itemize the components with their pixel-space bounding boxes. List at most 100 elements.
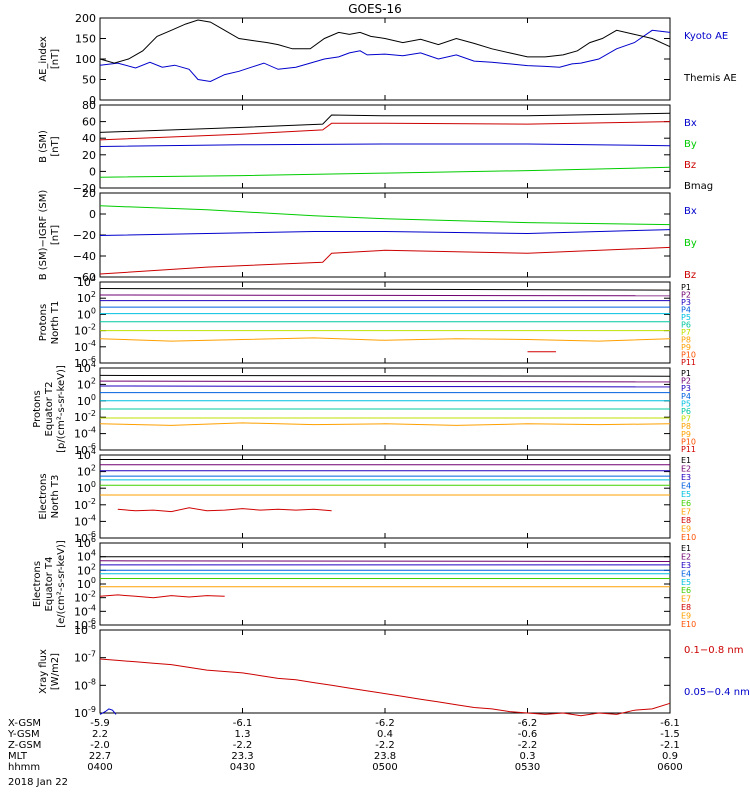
- footer-row-label: Z-GSM: [8, 740, 42, 751]
- legend-themis-ae: Themis AE: [683, 73, 737, 84]
- series-p2: [99, 380, 671, 383]
- y-tick-label: 10-7: [74, 650, 96, 665]
- panel-frame: [99, 629, 671, 714]
- legend-e1: E1: [681, 456, 691, 465]
- legend-bmag: Bmag: [684, 181, 713, 192]
- y-tick-label: 10-2: [74, 497, 96, 512]
- y-tick-label: 0: [89, 208, 96, 221]
- y-axis-label: North T3: [50, 475, 61, 519]
- y-tick-exponent: -2: [88, 409, 96, 418]
- y-axis-label: [nT]: [50, 136, 61, 156]
- y-tick-exponent: -4: [88, 339, 96, 348]
- y-tick-exponent: 0: [91, 576, 96, 585]
- legend-e3: E3: [681, 561, 691, 570]
- series-0-1-0-8-nm: [99, 658, 671, 717]
- legend-e2: E2: [681, 465, 691, 474]
- footer-value: -6.2: [375, 718, 395, 729]
- y-tick-label: 10-2: [74, 323, 96, 338]
- y-tick-exponent: -4: [88, 603, 96, 612]
- y-tick-exponent: -6: [88, 442, 96, 451]
- y-tick-label: 80: [82, 99, 96, 112]
- y-tick-label: 0: [89, 165, 96, 178]
- footer-value: -2.0: [90, 740, 110, 751]
- footer-value: 0.3: [519, 751, 536, 762]
- y-tick-label: 102: [77, 376, 96, 391]
- legend-e5: E5: [681, 490, 691, 499]
- y-tick-exponent: 6: [91, 535, 96, 544]
- legend-e9: E9: [681, 612, 691, 621]
- footer-value: -6.1: [660, 718, 680, 729]
- y-tick-label: 10-8: [74, 677, 96, 692]
- series-e8: [117, 507, 332, 513]
- legend-p1: P1: [681, 283, 691, 292]
- y-tick-exponent: -2: [88, 497, 96, 506]
- footer-value: 0430: [229, 762, 256, 773]
- legend-0-1-0-8-nm: 0.1−0.8 nm: [684, 645, 743, 656]
- legend-p4: P4: [681, 306, 691, 315]
- y-tick-label: −40: [73, 250, 96, 263]
- y-axis-label: Xray flux: [38, 649, 49, 694]
- date-label: 2018 Jan 22: [8, 777, 68, 788]
- footer-value: -2.2: [517, 740, 538, 751]
- legend-e6: E6: [681, 499, 691, 508]
- y-tick-exponent: 4: [91, 274, 96, 283]
- series-bx: [99, 143, 671, 147]
- series-bmag: [99, 112, 671, 133]
- footer-value: -6.2: [517, 718, 538, 729]
- y-axis-label: [nT]: [50, 49, 61, 69]
- series-bz: [99, 246, 671, 275]
- panel-1: 0 50 100 150 200 AE_index [nT] Kyoto AE Themis A…: [38, 12, 737, 107]
- y-tick-label: 10-4: [74, 426, 96, 441]
- panel-frame: [99, 17, 671, 101]
- y-axis-label: North T1: [50, 301, 61, 345]
- y-axis-label: Protons: [38, 304, 49, 341]
- legend-p10: P10: [681, 437, 696, 446]
- legend-e2: E2: [681, 552, 691, 561]
- footer-value: -2.2: [375, 740, 395, 751]
- footer-value: 0500: [372, 762, 398, 773]
- y-tick-label: 100: [75, 53, 96, 66]
- y-tick-label: 10-4: [74, 513, 96, 528]
- y-tick-label: 150: [75, 33, 96, 46]
- y-tick-label: 104: [77, 274, 96, 289]
- legend-p2: P2: [681, 291, 691, 300]
- footer-value: 1.3: [234, 729, 251, 740]
- panel-2: −20 0 20 40 60 80 B (SM) [nT] Bx By Bz Bmag: [38, 99, 713, 195]
- legend-bz: Bz: [684, 160, 696, 171]
- legend-by: By: [684, 139, 697, 150]
- panel-frame: [99, 542, 671, 626]
- legend-p9: P9: [681, 343, 691, 352]
- legend-p7: P7: [681, 415, 691, 424]
- series-kyoto-ae: [99, 29, 671, 83]
- y-tick-label: 102: [77, 290, 96, 305]
- y-tick-exponent: 0: [91, 480, 96, 489]
- y-tick-label: 60: [82, 116, 96, 129]
- legend-kyoto-ae: Kyoto AE: [684, 31, 728, 42]
- y-axis-label: AE_index: [38, 36, 49, 82]
- y-tick-exponent: -6: [88, 355, 96, 364]
- y-tick-label: 100: [77, 393, 96, 408]
- series-p8: [99, 422, 671, 426]
- legend-e1: E1: [681, 544, 691, 553]
- legend-by: By: [684, 238, 697, 249]
- legend-p2: P2: [681, 377, 691, 386]
- y-axis-label: Electrons: [32, 561, 43, 607]
- footer-row-label: hhmm: [8, 762, 41, 773]
- legend-p3: P3: [681, 384, 691, 393]
- legend-e7: E7: [681, 507, 691, 516]
- footer-value: 23.3: [231, 751, 254, 762]
- series-bz: [99, 121, 671, 141]
- footer-value: -2.2: [232, 740, 253, 751]
- legend-p5: P5: [681, 399, 691, 408]
- legend-0-05-0-4-nm: 0.05−0.4 nm: [684, 687, 750, 698]
- legend-p9: P9: [681, 430, 691, 439]
- footer-value: 0600: [657, 762, 683, 773]
- y-tick-label: 20: [82, 149, 96, 162]
- footer-value: 0400: [87, 762, 113, 773]
- footer-value: 23.8: [373, 751, 397, 762]
- footer-value: 22.7: [88, 751, 112, 762]
- y-tick-label: 40: [82, 132, 96, 145]
